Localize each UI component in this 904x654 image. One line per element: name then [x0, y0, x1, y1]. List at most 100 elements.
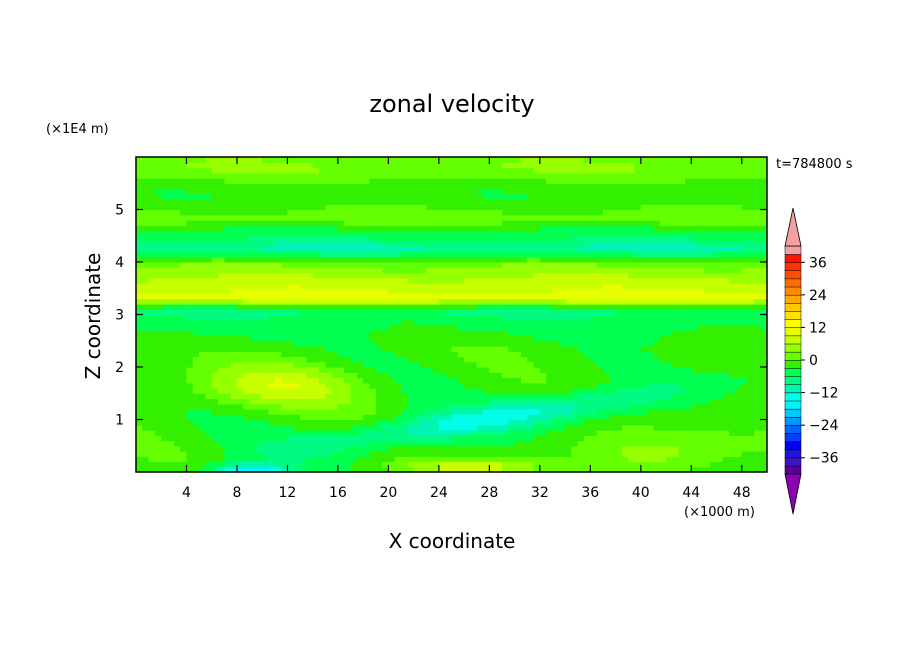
field-cell: [514, 188, 522, 195]
field-cell: [520, 204, 528, 211]
field-cell: [136, 288, 143, 295]
field-cell: [495, 298, 503, 305]
field-cell: [552, 193, 560, 200]
field-cell: [186, 440, 194, 447]
field-cell: [527, 214, 535, 221]
field-cell: [520, 309, 528, 316]
field-cell: [647, 204, 655, 211]
field-cell: [615, 262, 623, 268]
field-cell: [571, 199, 579, 205]
field-cell: [470, 314, 478, 321]
field-cell: [571, 346, 579, 352]
field-cell: [407, 419, 415, 426]
field-cell: [647, 319, 655, 326]
field-cell: [445, 277, 453, 284]
field-cell: [356, 277, 364, 284]
field-cell: [363, 220, 371, 226]
field-cell: [596, 346, 604, 352]
field-cell: [615, 319, 623, 326]
field-cell: [180, 393, 188, 400]
field-cell: [546, 330, 554, 337]
field-cell: [464, 204, 472, 211]
field-cell: [590, 267, 598, 274]
field-cell: [186, 267, 194, 274]
field-cell: [527, 340, 535, 347]
field-cell: [659, 393, 667, 400]
field-cell: [634, 361, 642, 368]
field-cell: [312, 277, 320, 284]
field-cell: [470, 162, 478, 169]
field-cell: [211, 377, 219, 384]
field-cell: [571, 230, 579, 237]
field-cell: [388, 246, 396, 253]
field-cell: [287, 356, 295, 363]
field-cell: [483, 246, 490, 253]
field-cell: [356, 183, 364, 190]
field-cell: [281, 193, 289, 200]
field-cell: [640, 346, 648, 352]
field-cell: [457, 230, 465, 237]
field-cell: [615, 162, 623, 169]
field-cell: [464, 283, 472, 289]
field-cell: [325, 167, 333, 174]
field-cell: [293, 272, 301, 279]
field-cell: [199, 440, 207, 447]
field-cell: [350, 209, 358, 216]
field-cell: [173, 409, 181, 415]
field-cell: [514, 220, 522, 226]
field-cell: [558, 225, 566, 232]
field-cell: [388, 288, 396, 295]
field-cell: [501, 256, 509, 263]
field-cell: [489, 157, 497, 163]
field-cell: [325, 178, 333, 184]
field-cell: [230, 204, 238, 211]
field-cell: [224, 251, 232, 258]
field-cell: [199, 172, 207, 179]
field-cell: [218, 440, 225, 447]
field-cell: [300, 304, 307, 310]
field-cell: [312, 414, 320, 421]
field-cell: [495, 456, 503, 463]
field-cell: [489, 361, 497, 368]
field-cell: [647, 267, 655, 274]
field-cell: [142, 251, 150, 258]
field-cell: [552, 262, 560, 268]
field-cell: [451, 388, 459, 394]
field-cell: [558, 435, 566, 442]
field-cell: [407, 430, 415, 436]
field-cell: [565, 340, 572, 347]
field-cell: [609, 419, 617, 426]
field-cell: [312, 335, 320, 342]
field-cell: [148, 377, 156, 384]
field-cell: [476, 251, 484, 258]
field-cell: [274, 283, 282, 289]
field-cell: [426, 199, 434, 205]
field-cell: [281, 204, 289, 211]
field-cell: [628, 178, 636, 184]
field-cell: [218, 172, 225, 179]
field-cell: [577, 162, 585, 169]
field-cell: [318, 445, 326, 452]
field-cell: [653, 403, 661, 410]
field-cell: [476, 298, 484, 305]
field-cell: [419, 267, 427, 274]
field-cell: [577, 419, 585, 426]
field-cell: [445, 230, 453, 237]
field-cell: [388, 272, 396, 279]
field-cell: [533, 277, 541, 284]
field-cell: [520, 461, 528, 468]
field-cell: [173, 356, 181, 363]
field-cell: [281, 256, 289, 263]
field-cell: [312, 346, 320, 352]
field-cell: [483, 225, 490, 232]
field-cell: [489, 419, 497, 426]
field-cell: [558, 440, 566, 447]
field-cell: [558, 430, 566, 436]
field-cell: [426, 335, 434, 342]
field-cell: [205, 225, 213, 232]
field-cell: [255, 267, 263, 274]
field-cell: [363, 419, 371, 426]
field-cell: [230, 225, 238, 232]
field-cell: [148, 193, 156, 200]
field-cell: [325, 335, 333, 342]
